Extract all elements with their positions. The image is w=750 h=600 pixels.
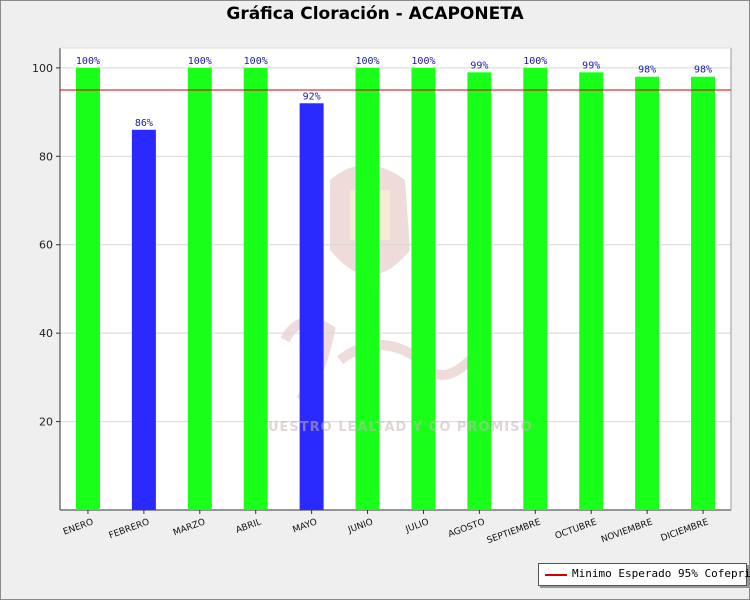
x-tick-label-octubre: OCTUBRE (554, 517, 599, 541)
data-label-marzo: 100% (188, 56, 212, 67)
data-label-agosto: 99% (470, 60, 488, 71)
data-label-junio: 100% (355, 56, 379, 67)
y-tick-label-80: 80 (39, 150, 53, 163)
data-label-septiembre: 100% (523, 56, 547, 67)
data-label-enero: 100% (76, 56, 100, 67)
bar-abril (243, 67, 268, 510)
y-tick-label-100: 100 (32, 62, 53, 75)
bar-febrero (131, 129, 156, 510)
bar-agosto (467, 72, 492, 510)
bar-octubre (579, 72, 604, 510)
data-label-abril: 100% (244, 56, 268, 67)
x-tick-label-agosto: AGOSTO (447, 517, 486, 540)
y-tick-label-40: 40 (39, 327, 53, 340)
y-tick-label-60: 60 (39, 239, 53, 252)
legend-label: Minimo Esperado 95% Cofepris (572, 567, 750, 580)
bar-marzo (187, 67, 212, 510)
x-tick-label-noviembre: NOVIEMBRE (600, 517, 654, 545)
bar-junio (355, 67, 380, 510)
chart-legend: Minimo Esperado 95% Cofepris (538, 563, 750, 586)
bar-diciembre (691, 76, 716, 510)
bar-septiembre (523, 67, 548, 510)
bar-julio (411, 67, 436, 510)
bar-enero (75, 67, 100, 510)
y-tick-label-20: 20 (39, 416, 53, 429)
x-tick-label-abril: ABRIL (235, 517, 263, 535)
data-label-octubre: 99% (582, 60, 600, 71)
x-tick-label-junio: JUNIO (346, 517, 375, 536)
x-tick-label-julio: JULIO (404, 517, 431, 535)
data-label-noviembre: 98% (638, 65, 656, 76)
data-label-diciembre: 98% (694, 65, 712, 76)
plot-area (60, 48, 731, 510)
bar-noviembre (635, 76, 660, 510)
x-tick-label-septiembre: SEPTIEMBRE (486, 517, 543, 546)
data-label-febrero: 86% (135, 118, 153, 129)
data-label-julio: 100% (411, 56, 435, 67)
legend-swatch-reference-line (545, 574, 567, 576)
data-label-mayo: 92% (303, 91, 321, 102)
watermark-text: UESTRO LEALTAD Y CO PROMISO (268, 420, 533, 435)
x-tick-label-marzo: MARZO (172, 517, 207, 538)
x-tick-label-enero: ENERO (62, 517, 95, 537)
x-tick-label-diciembre: DICIEMBRE (660, 517, 711, 544)
bar-mayo (299, 103, 324, 511)
x-tick-label-mayo: MAYO (291, 517, 318, 535)
x-tick-label-febrero: FEBRERO (108, 517, 151, 541)
chart-title: Gráfica Cloración - ACAPONETA (226, 4, 524, 24)
